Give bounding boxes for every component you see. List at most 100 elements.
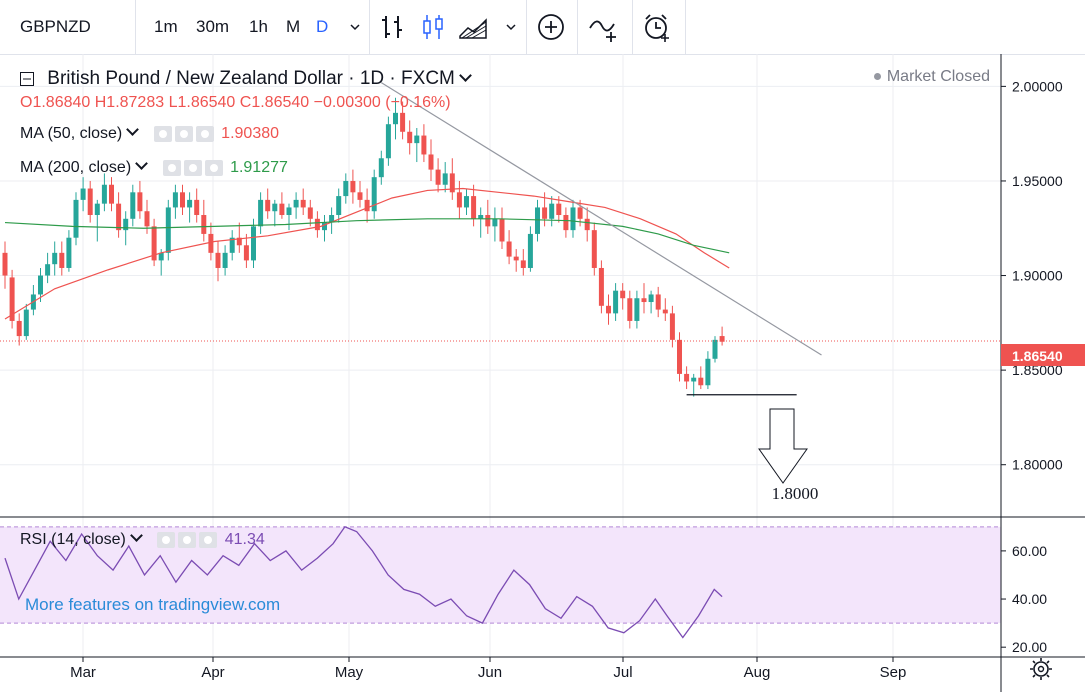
- candle-body: [73, 199, 79, 238]
- candle-body: [101, 184, 107, 204]
- candle-body: [634, 298, 640, 321]
- candle-body: [435, 169, 441, 185]
- rsi-axis: 60.00 40.00 20.00: [1001, 543, 1047, 655]
- candle-body: [407, 131, 413, 144]
- add-indicator-icon[interactable]: [534, 10, 568, 44]
- candle-body: [137, 192, 143, 212]
- candle-body: [172, 192, 178, 208]
- candle-body: [2, 252, 8, 276]
- gear-icon[interactable]: [174, 125, 193, 142]
- toolbar-divider: [369, 0, 370, 54]
- promo-link[interactable]: More features on tradingview.com: [25, 595, 281, 614]
- time-tick-label: Apr: [201, 664, 224, 681]
- candle-body: [535, 207, 540, 234]
- candle-body: [606, 305, 611, 314]
- candle-body: [641, 298, 647, 303]
- candle-body: [357, 192, 363, 200]
- last-price-badge: [1001, 344, 1085, 366]
- timeframe-30m[interactable]: 30m: [196, 17, 230, 36]
- toolbar-divider: [685, 0, 686, 54]
- area-chart-icon[interactable]: [456, 10, 490, 44]
- price-tick-label: 1.95000: [1012, 173, 1063, 189]
- chevron-down-icon[interactable]: [126, 123, 140, 137]
- candle-body: [698, 377, 704, 386]
- timeframe-1m[interactable]: 1m: [154, 17, 178, 36]
- candle-body: [378, 158, 384, 178]
- gear-icon[interactable]: [178, 531, 197, 548]
- candle-body: [151, 226, 157, 261]
- ma50-value: 1.90380: [221, 125, 280, 143]
- close-icon[interactable]: [204, 159, 223, 176]
- candle-body: [648, 294, 654, 303]
- candle-body: [59, 252, 65, 268]
- eye-icon[interactable]: [162, 159, 181, 176]
- candles-chart-icon[interactable]: [416, 10, 450, 44]
- price-tick-label: 2.00000: [1012, 78, 1063, 94]
- chevron-down-icon[interactable]: [129, 529, 143, 543]
- ma200-legend: MA (200, close) 1.91277: [20, 157, 288, 177]
- timeframe-day[interactable]: D: [316, 17, 329, 36]
- chevron-down-icon[interactable]: [135, 157, 149, 171]
- candle-body: [251, 226, 256, 261]
- candle-body: [279, 203, 285, 216]
- target-label: 1.8000: [772, 484, 819, 503]
- candle-body: [549, 203, 555, 219]
- ma50-label: MA (50, close): [20, 125, 123, 143]
- timeframe-month[interactable]: M: [286, 17, 301, 36]
- candle-body: [201, 215, 207, 234]
- candle-body: [158, 252, 164, 261]
- candle-body: [506, 241, 512, 257]
- rsi-value: 41.34: [224, 531, 265, 549]
- chevron-down-icon[interactable]: [338, 10, 372, 44]
- eye-icon[interactable]: [157, 531, 176, 548]
- rsi-lines: [4, 526, 723, 639]
- candle-body: [180, 192, 185, 208]
- ohlc-low: L1.86540: [168, 94, 236, 111]
- candle-body: [300, 199, 306, 208]
- candle-body: [187, 199, 193, 208]
- candle-body: [684, 373, 690, 382]
- bars-chart-icon[interactable]: [376, 10, 410, 44]
- alert-clock-icon[interactable]: [640, 10, 674, 44]
- market-status: Market Closed: [874, 68, 990, 86]
- candle-body: [691, 377, 697, 382]
- gear-icon[interactable]: [183, 159, 202, 176]
- close-icon[interactable]: [195, 125, 214, 142]
- candle-body: [499, 218, 505, 242]
- symbol-search[interactable]: GBPNZD: [20, 17, 91, 36]
- last-price-label: 1.86540: [1012, 348, 1063, 364]
- chevron-down-icon[interactable]: [459, 69, 472, 82]
- candle-body: [87, 188, 93, 216]
- chart-title: British Pound / New Zealand Dollar · 1D …: [47, 68, 455, 89]
- settings-gear-icon: [1030, 658, 1052, 680]
- candle-body: [371, 177, 377, 212]
- chevron-down-icon[interactable]: [494, 10, 528, 44]
- close-icon[interactable]: [199, 531, 218, 548]
- ma50-controls: [153, 125, 217, 143]
- candle-body: [598, 267, 604, 306]
- candle-body: [144, 211, 150, 227]
- candle-body: [577, 207, 583, 219]
- toolbar-divider: [135, 0, 136, 54]
- candle-body: [208, 233, 214, 253]
- price-tick-label: 1.80000: [1012, 457, 1063, 473]
- candle-body: [627, 298, 633, 321]
- price-tick-label: 1.90000: [1012, 268, 1063, 284]
- rsi-tick-label: 40.00: [1012, 591, 1047, 607]
- candle-body: [45, 264, 51, 276]
- timeframe-1h[interactable]: 1h: [249, 17, 268, 36]
- ohlc-change: −0.00300 (−0.16%): [313, 94, 451, 111]
- candle-body: [542, 207, 548, 219]
- ma200-value: 1.91277: [230, 159, 288, 177]
- candle-body: [258, 199, 264, 227]
- candle-body: [236, 237, 242, 246]
- price-axis: 2.00000 1.95000 1.90000 1.85000 1.80000: [1001, 78, 1063, 473]
- ohlc-close: C1.86540: [239, 94, 310, 111]
- target-arrow-shape: [758, 408, 808, 484]
- toolbar-divider: [526, 0, 527, 54]
- eye-icon[interactable]: [153, 125, 172, 142]
- collapse-icon[interactable]: [20, 71, 34, 86]
- compare-icon[interactable]: [587, 10, 621, 44]
- rsi-label: RSI (14, close): [20, 531, 126, 549]
- candle-body: [591, 230, 597, 268]
